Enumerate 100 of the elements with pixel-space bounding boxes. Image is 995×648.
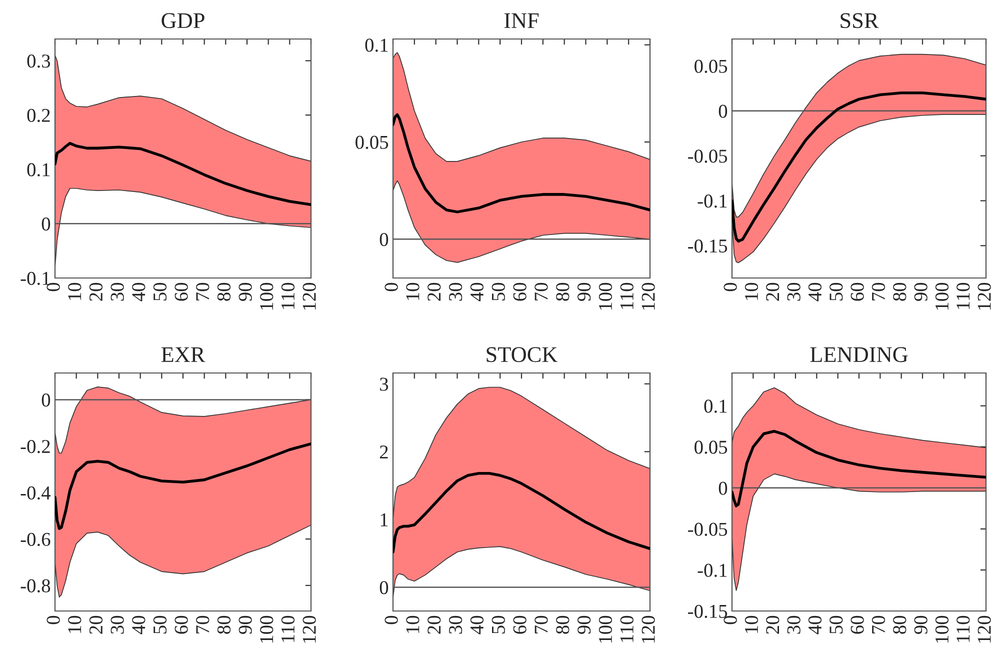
x-tick-label: 120 xyxy=(302,282,316,310)
x-tick-label: 10 xyxy=(406,616,420,633)
x-tick-label: 30 xyxy=(448,616,462,634)
x-tick-label: 70 xyxy=(872,282,886,300)
y-tick-label: 0.1 xyxy=(704,400,727,413)
x-tick-label: 50 xyxy=(153,282,167,300)
x-tick-label: 40 xyxy=(470,282,484,302)
x-tick-label: 70 xyxy=(534,616,548,634)
chart-title: STOCK xyxy=(486,347,558,362)
y-tick-label: -0.6 xyxy=(20,532,50,546)
y-tick-label: -0.05 xyxy=(688,522,728,536)
y-tick-label: 0 xyxy=(380,232,388,246)
x-tick-label: 110 xyxy=(956,282,970,309)
y-tick-label: 0 xyxy=(380,581,388,594)
y-tick-label: 0.05 xyxy=(694,60,728,73)
x-tick-label: 70 xyxy=(196,282,210,300)
x-tick-label: 60 xyxy=(513,282,526,301)
x-tick-label: 90 xyxy=(238,282,252,301)
chart-title: SSR xyxy=(840,13,879,28)
x-tick-label: 90 xyxy=(914,282,928,301)
x-tick-label: 30 xyxy=(787,616,800,634)
x-tick-label: 100 xyxy=(598,616,612,643)
x-tick-label: 40 xyxy=(808,616,822,634)
line-series xyxy=(393,113,650,214)
x-tick-label: 120 xyxy=(978,616,991,643)
x-tick-label: 40 xyxy=(470,616,484,634)
x-tick-label: 60 xyxy=(513,616,526,634)
x-tick-label: 120 xyxy=(642,616,655,643)
y-tick-label: -0.2 xyxy=(20,440,50,454)
x-tick-label: 60 xyxy=(850,282,864,301)
y-tick-label: 0.3 xyxy=(27,54,50,68)
x-tick-label: 50 xyxy=(153,616,167,634)
x-tick-label: 30 xyxy=(110,616,124,634)
y-tick-label: 0.2 xyxy=(27,108,50,122)
x-tick-label: 10 xyxy=(406,282,420,300)
x-tick-label: 80 xyxy=(556,282,570,301)
x-tick-label: 20 xyxy=(428,616,441,634)
x-tick-label: 90 xyxy=(914,616,928,634)
y-tick-label: 0.05 xyxy=(694,440,728,454)
y-tick-label: -0.1 xyxy=(20,272,50,286)
x-tick-label: 30 xyxy=(448,282,462,301)
x-tick-label: 100 xyxy=(935,616,949,643)
x-tick-label: 10 xyxy=(68,616,82,633)
y-tick-label: 0.05 xyxy=(356,136,388,150)
x-tick-label: 50 xyxy=(830,282,843,300)
x-tick-label: 100 xyxy=(260,616,274,643)
x-tick-label: 100 xyxy=(935,282,949,310)
y-tick-label: -0.8 xyxy=(20,579,50,592)
chart-title: INF xyxy=(504,13,539,28)
line-series xyxy=(393,472,650,554)
x-tick-label: 20 xyxy=(89,282,103,301)
x-tick-label: 20 xyxy=(766,616,780,634)
x-tick-label: 110 xyxy=(956,616,970,642)
y-tick-label: 0.1 xyxy=(365,38,388,52)
y-tick-label: 0 xyxy=(42,218,50,231)
x-tick-label: 90 xyxy=(577,616,591,634)
y-tick-label: 1 xyxy=(380,513,388,526)
y-tick-label: -0.05 xyxy=(688,150,728,163)
line-series xyxy=(732,92,986,243)
line-series xyxy=(55,142,311,206)
x-tick-label: 20 xyxy=(766,282,780,301)
x-tick-label: 40 xyxy=(808,282,822,302)
x-tick-label: 40 xyxy=(132,282,146,302)
x-tick-label: 110 xyxy=(281,282,295,309)
y-tick-label: 0.1 xyxy=(27,163,50,176)
x-tick-label: 10 xyxy=(744,282,758,300)
x-tick-label: 40 xyxy=(132,616,146,634)
x-tick-label: 80 xyxy=(556,616,570,634)
x-tick-label: 70 xyxy=(196,616,210,634)
x-tick-label: 10 xyxy=(744,616,758,633)
x-tick-label: 50 xyxy=(492,282,505,300)
y-tick-label: 0 xyxy=(42,394,50,407)
x-tick-label: 50 xyxy=(830,616,843,634)
x-tick-label: 110 xyxy=(620,282,634,309)
x-tick-label: 30 xyxy=(787,282,800,301)
chart-title: LENDING xyxy=(810,347,908,362)
line-series xyxy=(732,430,986,508)
x-tick-label: 120 xyxy=(978,282,991,310)
y-tick-label: 2 xyxy=(380,446,388,458)
x-tick-label: 110 xyxy=(281,616,295,642)
x-tick-label: 120 xyxy=(642,282,655,310)
x-tick-label: 100 xyxy=(260,282,274,310)
x-tick-label: 110 xyxy=(620,616,634,642)
y-tick-label: -0.4 xyxy=(20,486,51,500)
x-tick-label: 60 xyxy=(850,616,864,634)
y-tick-label: -0.15 xyxy=(688,239,728,253)
x-tick-label: 10 xyxy=(68,282,82,300)
x-tick-label: 70 xyxy=(534,282,548,300)
line-series xyxy=(55,442,311,530)
x-tick-label: 80 xyxy=(893,282,906,301)
chart-title: EXR xyxy=(161,347,206,362)
x-tick-label: 70 xyxy=(872,616,886,634)
x-tick-label: 80 xyxy=(217,616,231,634)
x-tick-label: 90 xyxy=(577,282,591,301)
x-tick-label: 20 xyxy=(428,282,441,301)
y-tick-label: 0 xyxy=(718,482,728,495)
y-tick-label: -0.1 xyxy=(698,194,727,208)
y-tick-label: 0 xyxy=(718,104,728,118)
y-tick-label: -0.15 xyxy=(688,604,728,618)
x-tick-label: 90 xyxy=(238,616,252,634)
